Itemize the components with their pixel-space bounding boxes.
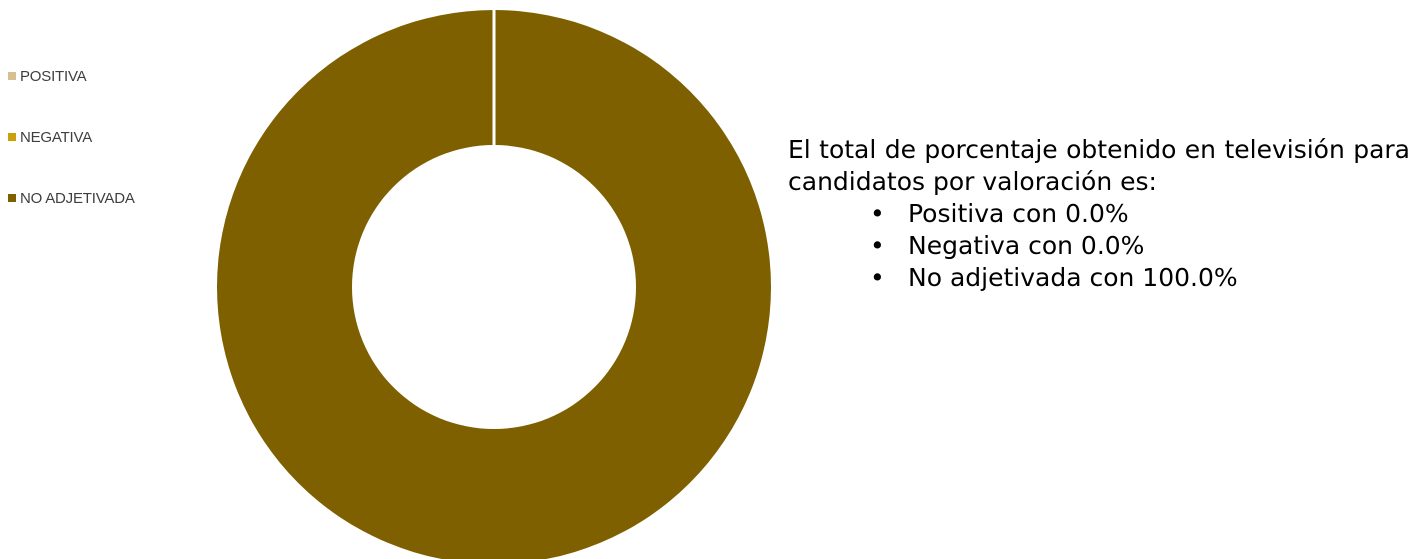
legend-label-negativa: NEGATIVA	[20, 128, 93, 146]
description-list: • Positiva con 0.0% • Negativa con 0.0% …	[788, 198, 1410, 294]
description-item-text: Positiva con 0.0%	[908, 199, 1129, 228]
description-item-positiva: • Positiva con 0.0%	[870, 198, 1410, 230]
legend-item-negativa: NEGATIVA	[8, 125, 135, 149]
legend-label-no-adjetivada: NO ADJETIVADA	[20, 189, 135, 207]
chart-legend: POSITIVA NEGATIVA NO ADJETIVADA	[8, 64, 135, 247]
legend-swatch-positiva	[8, 72, 16, 80]
legend-label-positiva: POSITIVA	[20, 67, 87, 85]
bullet-icon: •	[870, 263, 885, 292]
legend-swatch-negativa	[8, 133, 16, 141]
description-intro: El total de porcentaje obtenido en telev…	[788, 135, 1410, 196]
bullet-icon: •	[870, 199, 885, 228]
description-item-text: Negativa con 0.0%	[908, 231, 1145, 260]
donut-slice-no-adjetivada	[217, 10, 771, 559]
description-item-no-adjetivada: • No adjetivada con 100.0%	[870, 262, 1410, 294]
donut-slices	[217, 10, 771, 559]
chart-description: El total de porcentaje obtenido en telev…	[788, 134, 1410, 294]
description-item-text: No adjetivada con 100.0%	[908, 263, 1238, 292]
description-item-negativa: • Negativa con 0.0%	[870, 230, 1410, 262]
bullet-icon: •	[870, 231, 885, 260]
legend-swatch-no-adjetivada	[8, 194, 16, 202]
legend-item-no-adjetivada: NO ADJETIVADA	[8, 186, 135, 210]
legend-item-positiva: POSITIVA	[8, 64, 135, 88]
